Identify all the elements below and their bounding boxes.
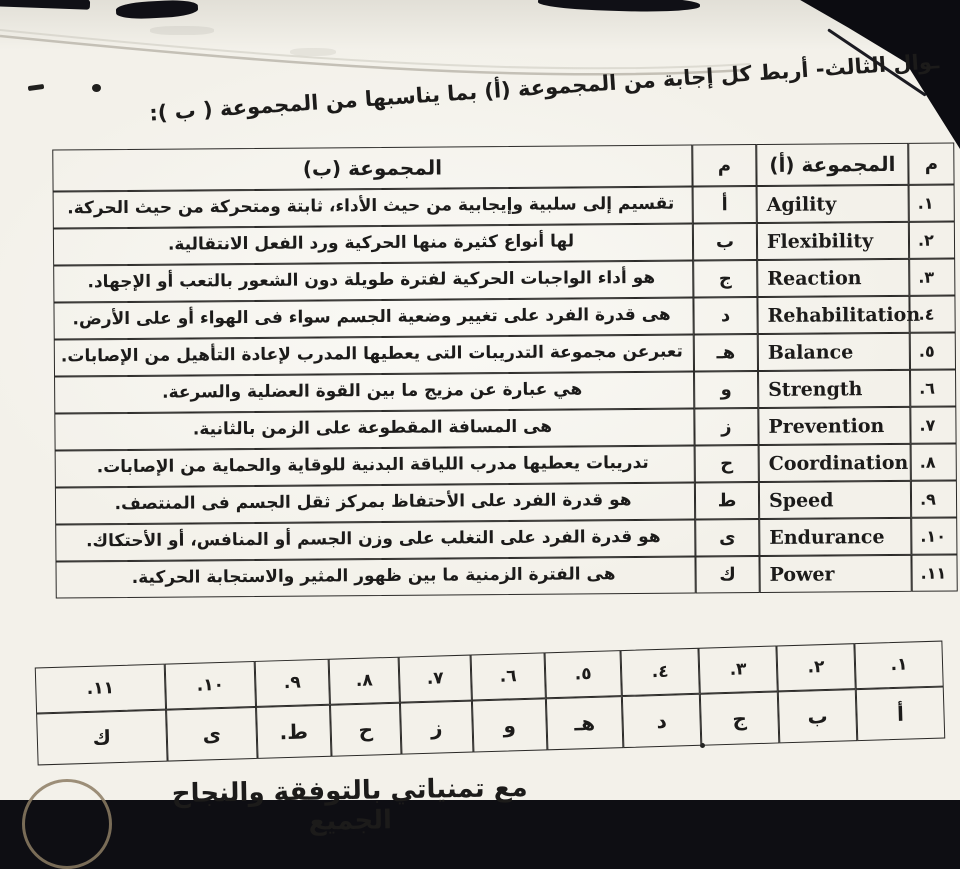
row-letter-cell: د — [693, 297, 758, 335]
row-number-cell: .١١ — [911, 554, 958, 592]
row-letter-cell: ج — [693, 260, 758, 298]
answer-letter-cell: ى — [166, 706, 258, 762]
column-header-letter: م — [692, 144, 757, 187]
row-letter-cell: ى — [695, 519, 760, 557]
group-b-definition-cell: تقسيم إلى سلبية وإيجابية من حيث الأداء، … — [52, 186, 693, 229]
answer-letter-cell: ط. — [256, 704, 332, 759]
group-a-term-cell: Coordination — [758, 443, 911, 483]
group-a-term-cell: Strength — [758, 369, 911, 409]
answer-letter-cell: د — [621, 693, 702, 749]
column-header-group-a: المجموعة (أ) — [756, 142, 909, 187]
answer-letter-cell: ح — [329, 702, 402, 757]
group-b-definition-cell: هى المسافة المقطوعة على الزمن بالثانية. — [54, 408, 695, 451]
group-a-term-cell: Power — [759, 554, 912, 594]
row-number-cell: .٦ — [910, 369, 957, 407]
scan-smudge — [150, 26, 214, 35]
answer-number-cell: .٦ — [470, 652, 546, 701]
group-b-definition-cell: تدريبات يعطيها مدرب اللياقة البدنية للوق… — [54, 445, 695, 488]
answer-letter-cell: ز — [399, 700, 474, 755]
group-b-definition-cell: هو أداء الواجبات الحركية لفترة طويلة دون… — [53, 260, 694, 303]
answer-letter-cell: هـ — [545, 696, 624, 751]
group-b-definition-cell: هو قدرة الفرد على الأحتفاظ بمركز ثقل الج… — [54, 482, 696, 525]
group-b-definition-cell: هي عبارة عن مزيج ما بين القوة العضلية وا… — [54, 371, 695, 414]
stamp-arc-partial — [22, 779, 112, 869]
footer-wish-text: مع تمنياتي بالتوفقة والنجاح الجميع — [171, 772, 528, 837]
group-b-definition-cell: هى قدرة الفرد على تغيير وضعية الجسم سواء… — [53, 297, 694, 340]
answer-number-cell: .١٠ — [164, 660, 257, 710]
answer-letter-cell: ب — [777, 689, 858, 744]
group-a-term-cell: Flexibility — [756, 221, 910, 261]
group-a-term-cell: Agility — [756, 184, 909, 224]
row-letter-cell: أ — [692, 186, 757, 224]
row-number-cell: .١ — [908, 184, 955, 222]
paper-page — [0, 0, 960, 800]
answer-number-cell: .٩ — [254, 658, 330, 707]
row-letter-cell: ط — [694, 482, 760, 520]
answer-letter-cell: ك — [36, 709, 168, 766]
row-letter-cell: ز — [694, 408, 759, 446]
column-header-row-number: م — [908, 142, 955, 185]
group-b-definition-cell: تعبرعن مجموعة التدريبات التى يعطيها المد… — [53, 334, 695, 377]
answer-number-cell: .٤ — [620, 647, 700, 697]
answer-number-cell: .٨ — [328, 656, 400, 705]
group-a-term-cell: Reaction — [757, 258, 910, 298]
row-letter-cell: ب — [692, 223, 758, 261]
group-b-definition-cell: هو قدرة الفرد على التغلب على وزن الجسم أ… — [55, 519, 696, 562]
row-letter-cell: ح — [694, 445, 759, 483]
row-number-cell: .٢ — [908, 221, 956, 259]
group-a-term-cell: Balance — [757, 332, 911, 372]
group-b-definition-cell: هى الفترة الزمنية ما بين ظهور المثير وال… — [55, 556, 696, 599]
row-letter-cell: و — [694, 371, 759, 409]
answer-number-cell: .٥ — [544, 650, 622, 699]
ink-speck — [700, 743, 705, 748]
answer-number-cell: .٢ — [776, 643, 856, 692]
ink-speck — [92, 84, 101, 92]
scan-smudge — [290, 48, 336, 56]
answer-letter-cell: و — [471, 698, 548, 753]
row-letter-cell: ك — [695, 556, 760, 594]
row-number-cell: .١٠ — [911, 517, 958, 555]
row-number-cell: .٥ — [909, 332, 957, 370]
matching-table: م المجموعة (أ) م المجموعة (ب) .١ Agility… — [52, 142, 958, 599]
row-letter-cell: هـ — [693, 334, 759, 372]
row-number-cell: .٧ — [910, 406, 957, 444]
answer-number-cell: .١١ — [34, 663, 167, 714]
answer-number-cell: .٧ — [398, 654, 472, 703]
answer-letter-cell: ج — [699, 691, 780, 746]
column-header-group-b: المجموعة (ب) — [52, 144, 693, 192]
page-edge-curve — [0, 29, 751, 76]
row-number-cell: .٣ — [909, 258, 956, 296]
group-a-term-cell: Rehabilitation — [757, 295, 920, 335]
group-a-term-cell: Prevention — [758, 406, 911, 446]
group-a-term-cell: Endurance — [759, 517, 912, 557]
row-number-cell: .٩ — [910, 480, 958, 518]
group-b-definition-cell: لها أنواع كثيرة منها الحركية ورد الفعل ا… — [52, 223, 694, 266]
answer-letter-cell: أ — [855, 686, 946, 742]
group-a-term-cell: Speed — [758, 480, 912, 520]
row-number-cell: .٨ — [910, 443, 957, 481]
answer-number-cell: .١ — [854, 640, 944, 690]
answer-number-cell: .٣ — [698, 645, 778, 694]
